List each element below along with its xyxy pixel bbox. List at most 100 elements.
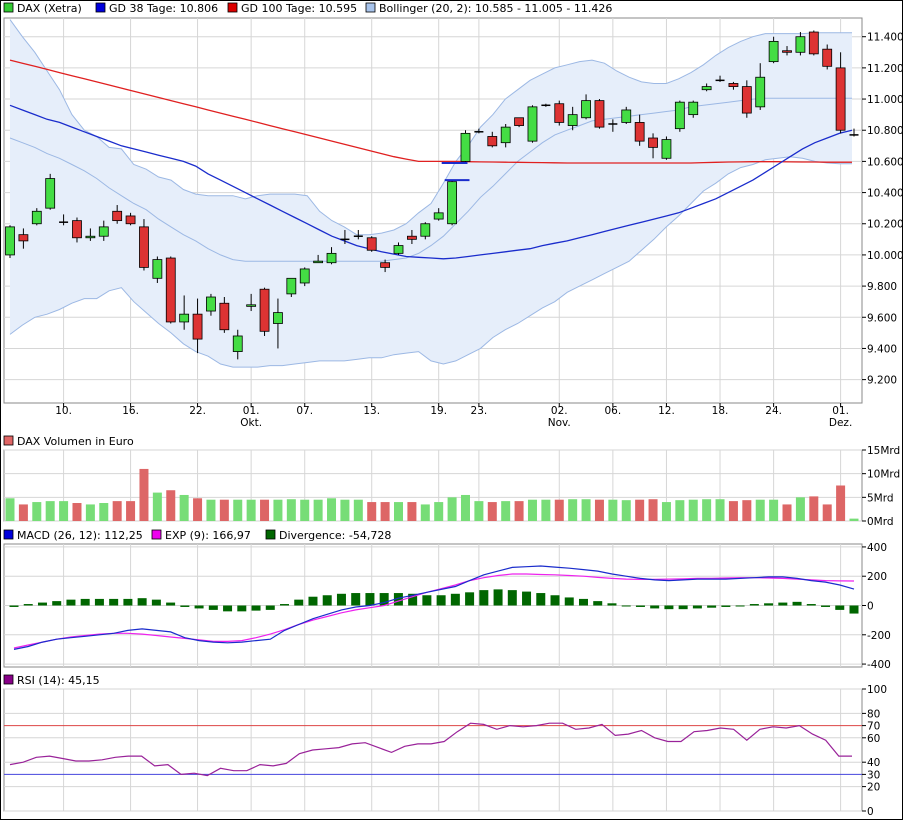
candle [661,136,672,160]
price-ytick-label-7: 10.000 [867,250,903,262]
macd-divergence-bar [735,605,745,607]
macd-ytick-label-4: -400 [867,659,891,671]
macd-divergence-bar [393,593,403,606]
macd-divergence-bar [536,593,546,606]
macd-divergence-bar [564,597,574,606]
candle [581,94,591,120]
candle [31,208,42,226]
volume-legend-swatch [3,435,14,446]
macd-divergence-bar [223,605,233,612]
volume-bar [99,503,109,521]
volume-bar [849,518,859,521]
volume-bar [380,502,390,521]
price-ytick-label-6: 10.200 [867,219,903,231]
macd-divergence-bar [109,598,119,606]
candle-body [232,335,243,352]
rsi-line [9,722,852,777]
rsi-ytick-label-5: 30 [867,769,880,781]
candle-body [192,313,203,340]
volume-bar [407,502,417,521]
rsi-ytick-label-2: 70 [867,721,880,733]
macd-legend-label-1: EXP (9): 166,97 [165,529,251,542]
price-legend-label-1: GD 38 Tage: 10.806 [109,2,218,15]
macd-divergence-bar [764,603,774,606]
candle [795,32,806,56]
macd-divergence-bar [721,605,731,607]
macd-divergence-bar [351,593,361,606]
candle-body [755,76,766,108]
candle-body [259,288,270,332]
macd-divergence-bar [621,605,631,607]
macd-divergence-bar [493,589,503,606]
volume-bar [755,499,765,521]
macd-divergence-bar [251,605,261,611]
candle-body [85,235,96,239]
candle [849,128,859,137]
volume-bar [112,501,122,521]
candle [648,133,658,159]
rsi-legend-swatch [3,674,14,685]
volume-bar [59,501,69,521]
macd-divergence-bar [208,605,218,610]
price-xtick-label-4: 07. [296,405,313,417]
candle [273,298,283,349]
price-ytick-label-5: 10.400 [867,188,903,200]
candle-body [393,245,404,254]
price-legend-swatch-3 [365,2,376,13]
volume-ytick-label-3: 0Mrd [867,516,894,528]
candle [326,247,337,265]
price-ytick-label-11: 9.200 [867,375,897,387]
candle-body [273,312,283,324]
volume-bar [126,501,136,521]
candle [380,259,391,273]
candle-body [768,40,779,63]
macd-divergence-bar [607,603,617,606]
candle-body [728,83,739,87]
macd-divergence-bar [123,598,133,606]
candle [18,228,29,249]
volume-bar [233,499,243,521]
price-legend-swatch-2 [227,2,238,13]
price-xtick-month-3: Okt. [240,417,262,429]
volume-bar [434,502,444,521]
candle [487,131,498,148]
macd-divergence-bar [308,596,318,606]
price-ytick-label-0: 11.400 [867,32,903,44]
candle-body [45,178,56,209]
macd-divergence-bar [806,604,816,606]
candle-body [554,103,565,123]
volume-bar [32,502,42,521]
macd-ytick-label-3: -200 [867,630,891,642]
volume-bar [474,501,484,521]
candle-body [246,304,257,307]
candle-body [594,100,605,128]
volume-bar [353,499,363,521]
candle [206,293,216,316]
candle-body [112,210,123,222]
macd-divergence-bar [379,593,389,606]
volume-bar [702,499,712,521]
macd-divergence-bar [792,601,802,606]
macd-ytick-label-1: 200 [867,571,887,583]
candle [219,297,230,333]
macd-divergence-bar [550,595,560,606]
volume-bar [139,468,149,521]
price-xtick-label-13: 01. [832,405,849,417]
candle [313,254,324,264]
price-xtick-month-13: Dez. [829,417,852,429]
macd-divergence-bar [450,593,460,606]
macd-legend-label-2: Divergence: -54,728 [279,529,391,542]
candle [139,219,149,271]
candle-body [634,122,645,142]
rsi-ytick-label-7: 0 [867,806,874,818]
candle [286,277,297,298]
macd-divergence-bar [593,601,603,606]
macd-divergence-bar [821,605,831,607]
rsi-ytick-label-3: 60 [867,733,880,745]
price-xtick-label-0: 10. [55,405,72,417]
candle-body [674,101,685,130]
volume-bar [809,496,819,521]
candle [85,228,96,241]
candle-body [487,136,498,147]
macd-divergence-bar [365,593,375,606]
